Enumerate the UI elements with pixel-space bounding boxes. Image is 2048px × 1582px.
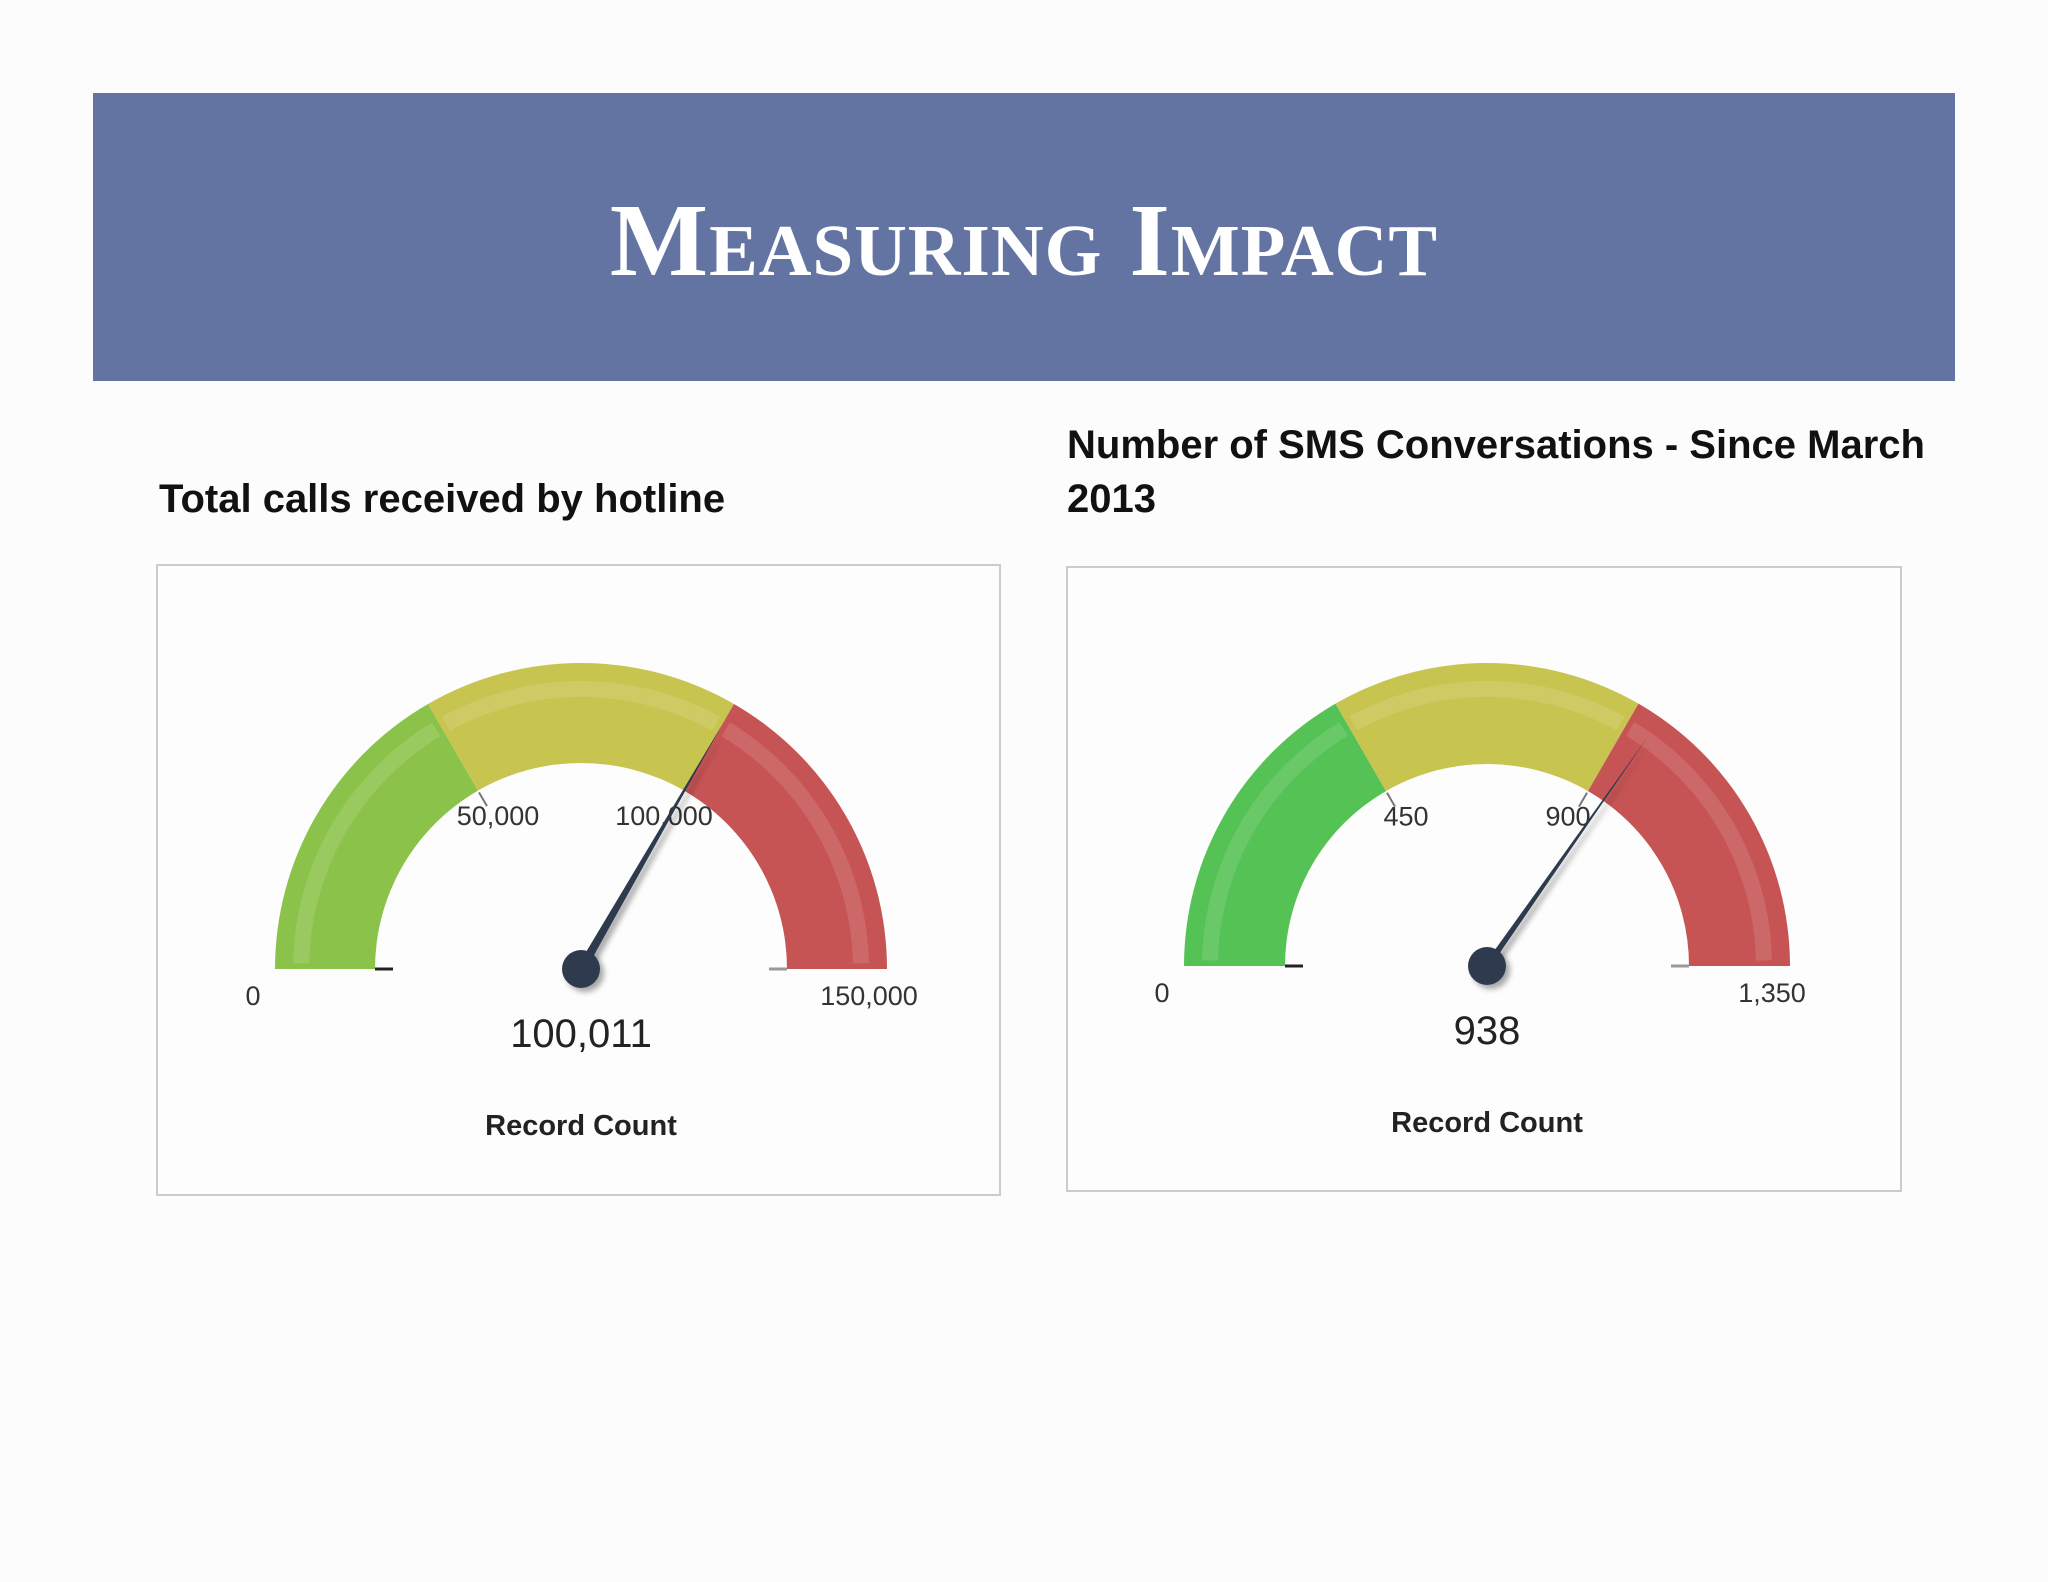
gauge-tick-label: 450 (1383, 802, 1428, 832)
gauge-tick-mark (478, 791, 488, 807)
gauge-sms: 0 450 900 1,350 938 Record Count (1154, 663, 1806, 1139)
gauge-band-highlight (1202, 722, 1348, 961)
gauge-needle (1479, 736, 1649, 972)
gauge-band-3 (1588, 703, 1790, 966)
gauge-band-highlight (293, 722, 441, 964)
gauge-tick-mark (1386, 792, 1396, 808)
gauge-panel-calls: 0 50,000 100,000 150,000 100,011 Record Count (156, 564, 1001, 1196)
gauge-band-1 (1184, 703, 1386, 966)
gauge-tick-label: 1,350 (1738, 978, 1806, 1008)
gauge-band-highlight (442, 681, 720, 731)
gauge-panel-sms: 0 450 900 1,350 938 Record Count (1066, 566, 1902, 1192)
gauge-band-3 (684, 703, 887, 969)
gauge-tick-label: 0 (245, 981, 260, 1011)
gauge-tick-label: 900 (1545, 802, 1590, 832)
gauge-needle (573, 723, 724, 974)
gauge-caption: Record Count (1391, 1107, 1583, 1139)
gauge-hub (562, 950, 600, 988)
gauge-caption: Record Count (485, 1110, 677, 1142)
gauge-band-highlight (1349, 681, 1625, 731)
page-title: Measuring Impact (609, 182, 1439, 298)
gauge-tick-label: 50,000 (457, 801, 540, 831)
gauge-value: 100,011 (510, 1012, 652, 1056)
gauge-tick-label: 150,000 (820, 981, 918, 1011)
gauge-band-highlight (721, 722, 869, 964)
gauge-title-calls: Total calls received by hotline (159, 477, 726, 521)
gauge-band-highlight (1626, 722, 1772, 961)
gauge-band-1 (275, 703, 478, 969)
gauge-title-sms: Number of SMS Conversations - Since Marc… (1067, 423, 1925, 521)
gauge-hub (1468, 947, 1506, 985)
gauge-value: 938 (1454, 1009, 1521, 1053)
gauge-tick-label: 0 (1154, 978, 1169, 1008)
gauge-band-2 (1335, 663, 1639, 792)
title-banner: Measuring Impact (93, 93, 1955, 381)
gauge-tick-mark (1578, 792, 1588, 808)
gauge-band-2 (428, 663, 734, 791)
